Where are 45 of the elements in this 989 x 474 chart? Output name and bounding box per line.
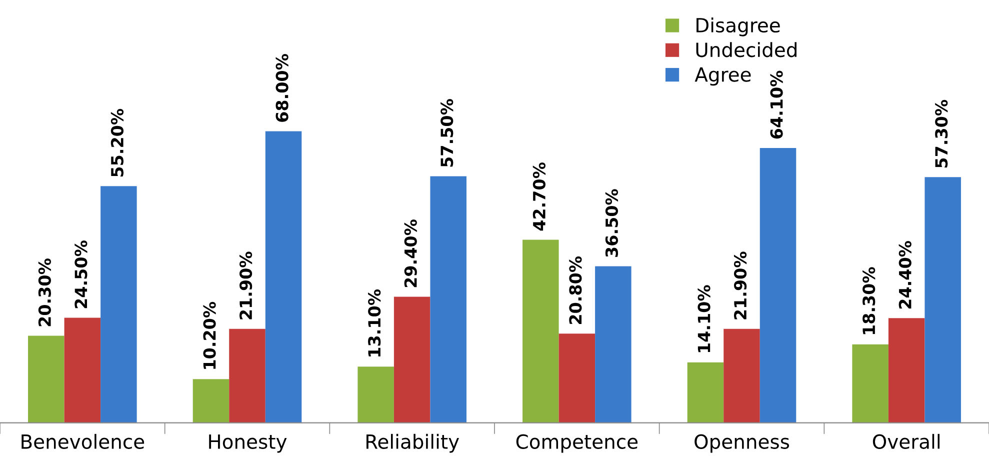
bar: [358, 366, 394, 423]
legend-label: Undecided: [696, 42, 796, 58]
bar: [28, 336, 64, 423]
bar: [760, 148, 796, 423]
x-tick-label: Overall: [872, 434, 940, 449]
data-label: 29.40%: [404, 220, 417, 288]
bar: [265, 131, 302, 423]
x-tick-label: Honesty: [209, 434, 287, 453]
bar: [924, 177, 961, 423]
data-label: 68.00%: [276, 54, 288, 122]
bar: [192, 379, 230, 423]
data-label: 64.10%: [770, 70, 783, 139]
bar: [229, 328, 266, 423]
data-label: 10.20%: [203, 302, 216, 369]
bar: [888, 318, 925, 423]
data-label: 57.50%: [440, 99, 454, 167]
bar: [724, 328, 760, 423]
x-tick-label: Benevolence: [22, 434, 144, 449]
x-tick-label: Openness: [694, 434, 790, 453]
bar: [64, 318, 101, 423]
data-label: 55.20%: [110, 108, 124, 176]
bar: [394, 296, 430, 423]
bar: [522, 240, 559, 423]
bar: [430, 176, 466, 423]
data-label: 21.90%: [239, 252, 252, 320]
bar: [595, 266, 632, 423]
data-label: 14.10%: [698, 285, 710, 352]
data-label: 20.30%: [38, 258, 51, 326]
data-label: 24.50%: [74, 240, 88, 308]
data-label: 21.90%: [734, 252, 747, 320]
data-label: 42.70%: [532, 162, 546, 231]
data-label: 20.80%: [569, 256, 582, 324]
bar: [687, 362, 724, 423]
x-tick-label: Reliability: [366, 434, 460, 453]
bar: [100, 186, 137, 423]
data-label: 57.30%: [935, 100, 948, 168]
data-label: 36.50%: [605, 189, 618, 257]
legend-label: Agree: [694, 67, 751, 86]
bar: [852, 344, 888, 423]
legend-label: Disagree: [696, 18, 780, 36]
x-tick-label: Competence: [516, 434, 638, 453]
bar: [558, 334, 596, 423]
data-label: 13.10%: [368, 289, 381, 356]
data-label: 24.40%: [898, 240, 912, 309]
data-label: 18.30%: [862, 267, 876, 334]
